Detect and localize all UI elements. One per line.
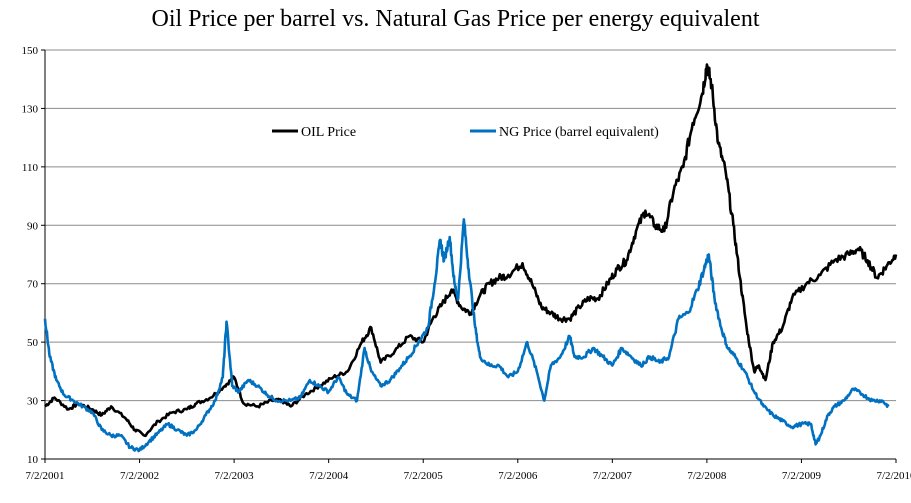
axes — [44, 50, 896, 460]
x-axis-ticks: 7/2/2001 7/2/2002 7/2/2003 7/2/2004 7/2/2005… — [25, 459, 911, 482]
y-tick-label: 90 — [27, 220, 39, 232]
x-tick-label: 7/2/2008 — [687, 470, 727, 482]
legend: OIL Price NG Price (barrel equivalent) — [272, 125, 659, 140]
y-tick-label: 10 — [27, 454, 39, 466]
x-tick-label: 7/2/2006 — [498, 470, 538, 482]
legend-label: NG Price (barrel equivalent) — [499, 125, 659, 140]
legend-label: OIL Price — [301, 125, 356, 140]
series-lines — [43, 63, 898, 453]
y-tick-label: 150 — [22, 45, 39, 57]
series-line-oil — [44, 63, 898, 438]
x-tick-label: 7/2/2003 — [215, 470, 255, 482]
chart-title: Oil Price per barrel vs. Natural Gas Pri… — [151, 6, 760, 32]
x-tick-label: 7/2/2001 — [25, 470, 64, 482]
x-tick-label: 7/2/2002 — [120, 470, 159, 482]
x-tick-label: 7/2/2007 — [593, 470, 633, 482]
y-tick-label: 50 — [27, 337, 39, 349]
y-tick-label: 110 — [22, 162, 39, 174]
x-tick-label: 7/2/2010 — [876, 470, 911, 482]
y-axis-ticks: 10 30 50 70 90 110 130 150 — [22, 45, 45, 466]
y-tick-label: 70 — [27, 279, 39, 291]
series-line-ng — [43, 218, 890, 453]
x-tick-label: 7/2/2009 — [782, 470, 822, 482]
y-tick-label: 130 — [22, 103, 39, 115]
y-tick-label: 30 — [27, 396, 39, 408]
x-tick-label: 7/2/2005 — [404, 470, 444, 482]
gridlines — [45, 49, 896, 402]
x-tick-label: 7/2/2004 — [309, 470, 349, 482]
